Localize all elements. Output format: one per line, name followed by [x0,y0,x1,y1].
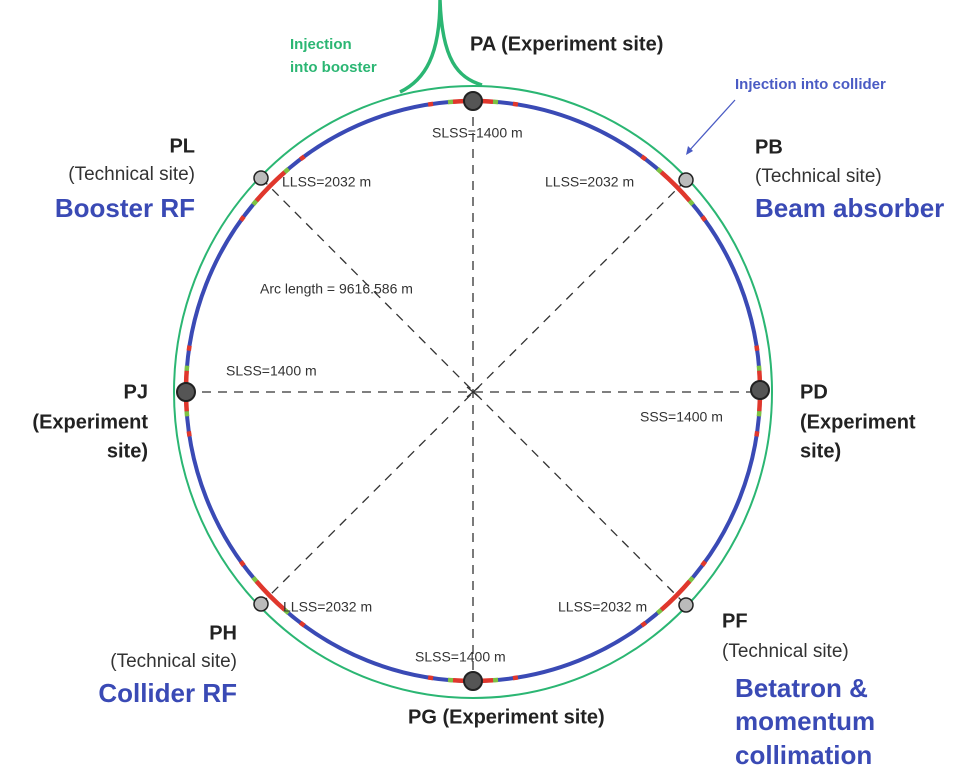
site-role: momentum [735,706,875,736]
straight-segment [186,431,192,437]
site-name: PH [209,622,237,644]
straight-segment [238,215,246,222]
straight-label: LLSS=2032 m [282,174,371,190]
site-desc: site) [107,440,148,462]
straight-segment [283,608,290,615]
straight-segment [700,560,708,567]
straight-segment [754,431,760,437]
straight-segment [754,345,760,351]
site-desc: (Technical site) [110,651,237,672]
booster-ring [173,85,773,699]
straight-segment [427,101,434,107]
straight-segment [687,575,695,583]
injection-booster-label: into booster [290,59,377,76]
site-desc: (Experiment [800,411,916,433]
site-desc: (Experiment [32,411,148,433]
site-name: PJ [124,381,148,403]
straight-segment [640,154,648,162]
straight-segment [254,170,287,203]
straight-segment [298,620,306,628]
site-role: Beam absorber [755,193,944,223]
straight-segment [254,579,287,612]
site-role: Collider RF [98,678,237,708]
straight-label: SLSS=1400 m [432,125,523,141]
straight-segment [659,579,692,612]
straight-label: SLSS=1400 m [415,649,506,665]
injection-booster-line [399,0,483,94]
straight-segment [238,560,246,567]
straight-label: LLSS=2032 m [545,174,634,190]
site-role: collimation [735,740,872,770]
straight-segment [659,170,692,203]
site-markers [176,91,770,691]
site-name: PD [800,381,828,403]
arc-length-label: Arc length = 9616.586 m [260,281,413,297]
straight-label: SSS=1400 m [640,409,723,425]
straight-label: LLSS=2032 m [558,599,647,615]
site-desc: (Technical site) [755,166,882,187]
straight-segment [251,199,259,207]
straight-segment [656,608,663,615]
arrow-head [686,146,693,155]
straight-segment [656,167,663,174]
straight-segment [283,167,290,174]
injection-arrow [687,99,736,153]
straight-segment [186,345,192,351]
injection-booster-label: Injection [290,36,352,53]
straight-segment [427,675,434,681]
site-name: PB [755,136,783,158]
straight-segment [251,575,259,583]
site-desc: (Technical site) [722,641,849,662]
straight-segment [687,199,695,207]
straight-label: LLSS=2032 m [283,599,372,615]
straight-label: SLSS=1400 m [226,363,317,379]
site-role: Betatron & [735,673,868,703]
site-desc: site) [800,440,841,462]
site-name: PL [169,135,195,157]
dashed-axes [186,101,760,681]
site-name: PF [722,610,748,632]
straight-segment [512,675,519,681]
site-desc: (Technical site) [68,164,195,185]
straight-segment [512,101,519,107]
site-name: PA (Experiment site) [470,33,663,55]
site-name: PG (Experiment site) [408,706,605,728]
injection-collider-label: Injection into collider [735,76,886,93]
straight-segment [700,215,708,222]
straight-segment [640,620,648,628]
straight-segment [298,154,306,162]
site-role: Booster RF [55,193,195,223]
